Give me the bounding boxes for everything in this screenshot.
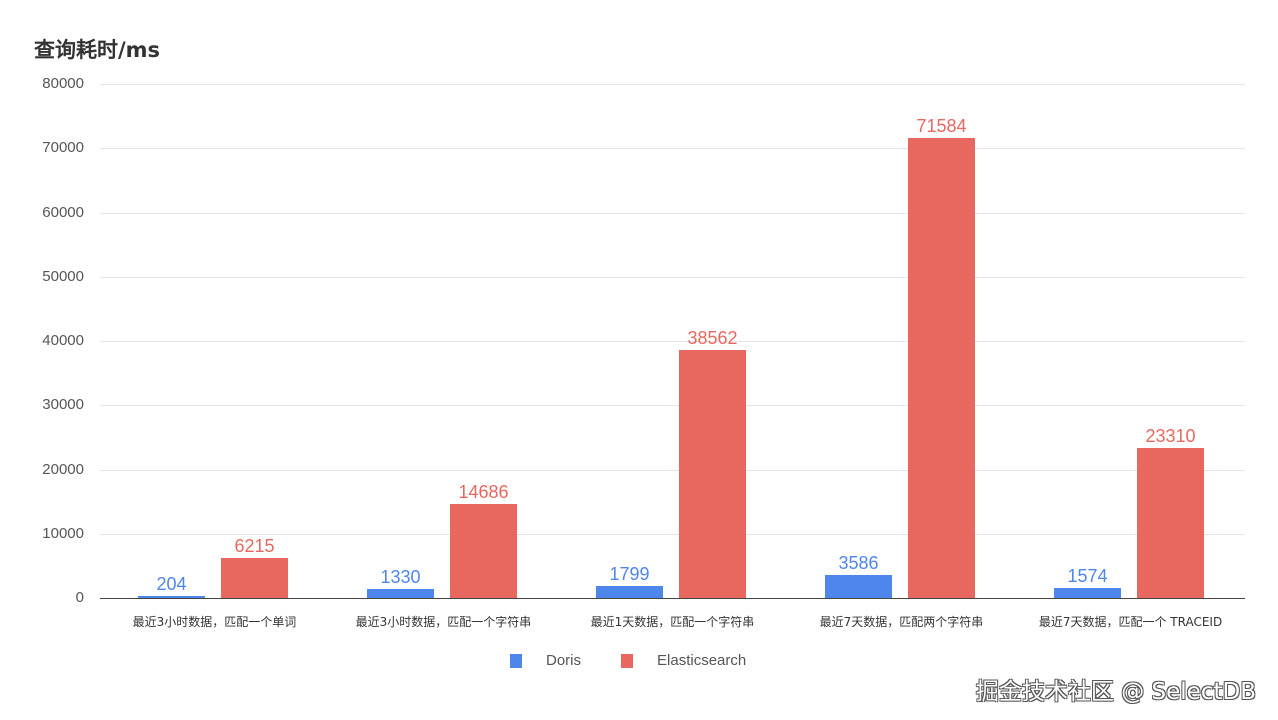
x-category-label: 最近7天数据，匹配一个 TRACEID	[1038, 615, 1223, 629]
legend: Doris Elasticsearch	[510, 652, 786, 669]
watermark: 掘金技术社区 @ SelectDB	[975, 679, 1256, 705]
legend-item-elasticsearch[interactable]: Elasticsearch	[621, 652, 746, 669]
gridline	[100, 405, 1245, 407]
bar-doris	[825, 574, 892, 598]
y-tick-label: 10000	[42, 524, 84, 542]
bar-doris	[596, 586, 663, 598]
bar-elasticsearch	[908, 138, 975, 598]
gridline	[100, 84, 1245, 85]
chart-title: 查询耗时/ms	[34, 38, 161, 62]
legend-label: Elasticsearch	[657, 652, 747, 669]
y-tick-label: 20000	[42, 460, 84, 478]
bar-elasticsearch	[450, 503, 517, 598]
x-category-label: 最近1天数据，匹配一个字符串	[590, 615, 755, 629]
gridline	[100, 533, 1245, 535]
bar-value-label: 1799	[609, 564, 650, 585]
y-tick-label: 0	[75, 589, 84, 606]
x-category-label: 最近3小时数据，匹配一个单词	[132, 615, 297, 629]
bar-value-label: 1574	[1067, 565, 1108, 586]
bar-elasticsearch	[1137, 448, 1204, 598]
bar-value-label: 38562	[687, 328, 738, 349]
bar-value-label: 204	[156, 574, 187, 594]
x-category-label: 最近3小时数据，匹配一个字符串	[355, 615, 532, 629]
bar-elasticsearch	[679, 350, 746, 598]
y-tick-label: 70000	[42, 139, 84, 157]
gridline	[100, 148, 1245, 150]
bar-value-label: 6215	[234, 536, 275, 557]
gridline	[100, 212, 1245, 214]
y-tick-label: 30000	[42, 396, 84, 414]
bar-doris	[367, 589, 434, 598]
legend-label: Doris	[546, 652, 582, 669]
x-axis-line	[100, 598, 1245, 599]
legend-item-doris[interactable]: Doris	[510, 652, 581, 669]
bar-value-label: 1330	[380, 567, 421, 588]
bar-value-label: 23310	[1145, 426, 1196, 447]
x-category-label: 最近7天数据，匹配两个字符串	[819, 615, 984, 629]
y-tick-label: 40000	[42, 332, 84, 349]
legend-swatch-icon	[510, 653, 522, 668]
bar-value-label: 71584	[916, 116, 967, 137]
bar-value-label: 3586	[838, 552, 879, 573]
gridline	[100, 341, 1245, 342]
y-tick-label: 60000	[42, 203, 84, 221]
bar-doris	[1054, 587, 1121, 598]
legend-swatch-icon	[621, 653, 634, 668]
bar-doris	[138, 596, 205, 598]
bar-value-label: 14686	[458, 481, 509, 502]
gridline	[100, 469, 1245, 471]
gridline	[100, 276, 1245, 278]
y-tick-label: 80000	[42, 75, 84, 92]
y-tick-label: 50000	[42, 267, 84, 285]
bar-elasticsearch	[221, 558, 288, 598]
